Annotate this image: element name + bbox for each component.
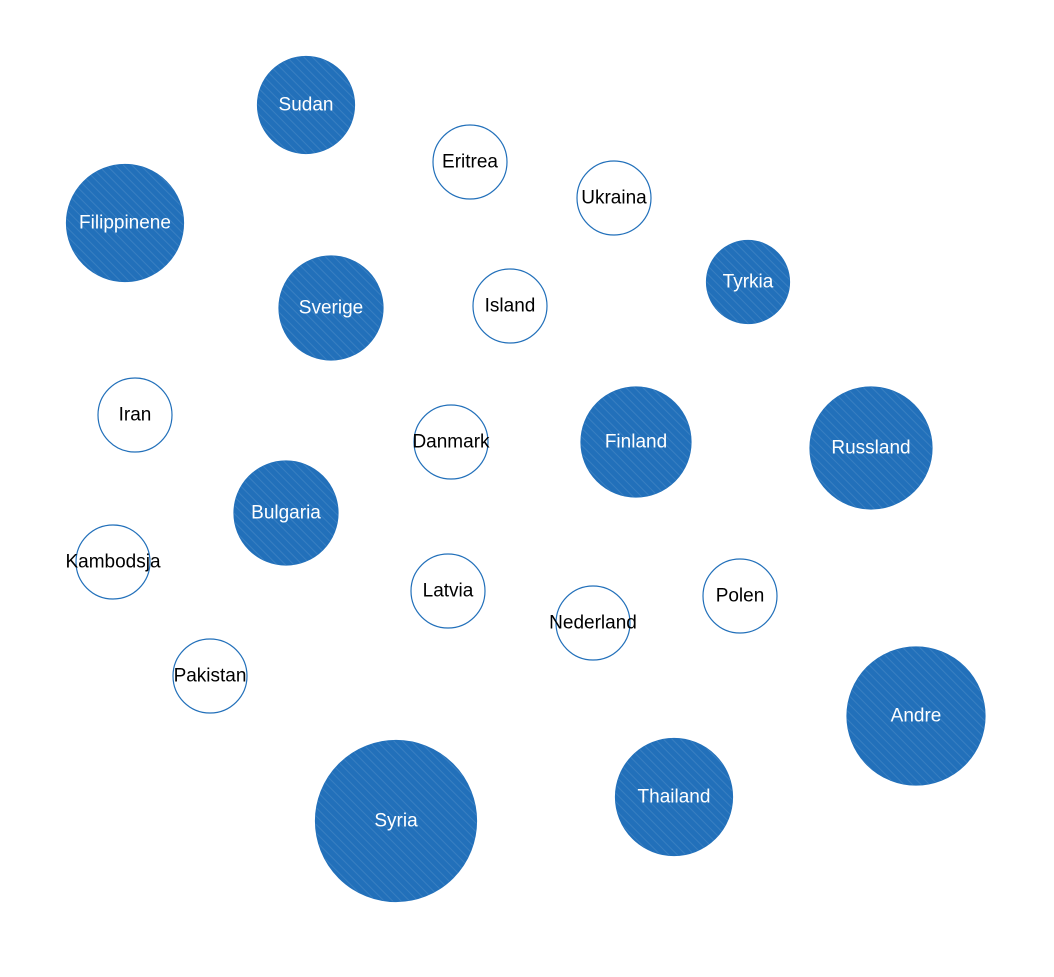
bubble-circle-danmark: [413, 404, 489, 480]
bubble-filippinene: Filippinene: [65, 163, 185, 283]
bubble-finland: Finland: [580, 386, 692, 498]
bubble-texture-bulgaria: [234, 461, 338, 565]
bubble-iran: Iran: [97, 377, 173, 453]
bubble-circle-iran: [97, 377, 173, 453]
bubble-kambodsja: Kambodsja: [65, 524, 161, 600]
bubble-circle-island: [472, 268, 548, 344]
bubble-andre: Andre: [846, 646, 986, 786]
bubble-danmark: Danmark: [412, 404, 490, 480]
bubble-texture-filippinene: [66, 164, 184, 282]
bubble-island: Island: [472, 268, 548, 344]
bubble-texture-russland: [810, 387, 932, 509]
bubble-thailand: Thailand: [614, 737, 734, 857]
bubble-circle-nederland: [555, 585, 631, 661]
bubble-nederland: Nederland: [549, 585, 637, 661]
bubble-circle-ukraina: [576, 160, 652, 236]
bubble-pakistan: Pakistan: [172, 638, 248, 714]
bubble-sverige: Sverige: [278, 255, 384, 361]
bubble-ukraina: Ukraina: [576, 160, 652, 236]
bubble-texture-finland: [581, 387, 691, 497]
bubble-sudan: Sudan: [256, 55, 356, 155]
bubble-bulgaria: Bulgaria: [233, 460, 339, 566]
bubble-eritrea: Eritrea: [432, 124, 508, 200]
bubble-texture-thailand: [615, 738, 733, 856]
bubble-circle-pakistan: [172, 638, 248, 714]
bubble-layer: Sudan Filippinene Eritrea Ukraina Sverige Isl…: [65, 55, 986, 903]
bubble-russland: Russland: [809, 386, 933, 510]
bubble-latvia: Latvia: [410, 553, 486, 629]
bubble-tyrkia: Tyrkia: [705, 239, 791, 325]
bubble-texture-syria: [315, 740, 477, 902]
bubble-polen: Polen: [702, 558, 778, 634]
bubble-texture-sverige: [279, 256, 383, 360]
bubble-texture-andre: [847, 647, 985, 785]
bubble-circle-kambodsja: [75, 524, 151, 600]
bubble-circle-eritrea: [432, 124, 508, 200]
bubble-texture-sudan: [257, 56, 355, 154]
bubble-texture-tyrkia: [706, 240, 790, 324]
bubble-circle-latvia: [410, 553, 486, 629]
bubble-syria: Syria: [314, 739, 478, 903]
bubble-circle-polen: [702, 558, 778, 634]
